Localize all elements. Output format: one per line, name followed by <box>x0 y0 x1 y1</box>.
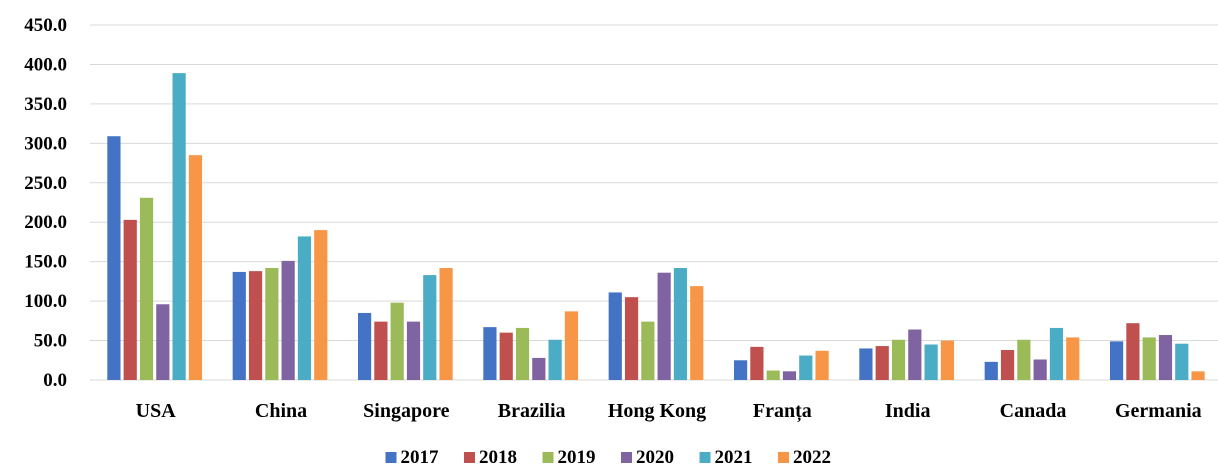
x-tick-label: USA <box>136 400 177 422</box>
bar-2022-6 <box>940 340 955 380</box>
x-tick-label: Singapore <box>363 400 449 422</box>
legend-item-2018: 2018 <box>464 447 517 468</box>
bar-2018-2 <box>374 321 388 380</box>
bar-2018-5 <box>750 346 764 380</box>
bar-2019-6 <box>891 339 906 380</box>
bar-2018-3 <box>499 332 513 380</box>
bar-2019-7 <box>1017 339 1031 380</box>
x-tick-label: China <box>255 400 307 422</box>
y-tick-label: 400.0 <box>24 54 67 75</box>
y-tick-label: 350.0 <box>24 94 67 115</box>
legend-label: 2017 <box>401 447 440 468</box>
legend-item-2020: 2020 <box>621 447 674 468</box>
y-tick-label: 300.0 <box>24 133 67 154</box>
legend-swatch <box>699 452 711 463</box>
legend-label: 2021 <box>715 447 753 468</box>
bar-2022-3 <box>564 311 579 380</box>
bar-2019-1 <box>265 267 279 380</box>
bar-2018-1 <box>248 271 263 380</box>
legend-item-2017: 2017 <box>385 447 440 468</box>
bar-2017-7 <box>984 361 998 380</box>
y-axis: 0.0 50.0 100.0 150.0 200.0 250.0 300.0 350.0 400… <box>24 15 67 391</box>
x-tick-label: Franța <box>753 400 812 423</box>
bar-2017-6 <box>859 348 873 380</box>
bar-2018-7 <box>1000 350 1015 380</box>
bar-2017-4 <box>608 292 622 380</box>
bar-2022-7 <box>1066 337 1080 380</box>
bar-2020-0 <box>156 304 170 380</box>
bar-2019-3 <box>515 327 530 380</box>
bar-2021-0 <box>172 73 186 380</box>
bar-2019-0 <box>139 197 154 380</box>
legend-swatch <box>385 452 397 463</box>
bar-2020-6 <box>908 329 922 380</box>
bar-2021-2 <box>423 275 437 380</box>
legend-item-2021: 2021 <box>699 447 753 468</box>
legend-item-2019: 2019 <box>542 447 596 468</box>
bar-2021-3 <box>548 339 562 380</box>
legend-swatch <box>778 452 789 463</box>
bars <box>107 73 1205 380</box>
y-tick-label: 450.0 <box>24 15 67 36</box>
bar-2020-2 <box>406 321 421 380</box>
bar-2022-8 <box>1191 371 1205 380</box>
bar-2018-0 <box>123 219 137 380</box>
bar-2020-7 <box>1033 359 1047 380</box>
x-tick-label: India <box>885 400 931 422</box>
bar-2022-5 <box>815 350 829 380</box>
legend-swatch <box>542 452 554 463</box>
bar-2022-4 <box>690 286 704 380</box>
y-tick-label: 150.0 <box>24 252 67 273</box>
bar-2020-8 <box>1158 335 1173 380</box>
bar-2020-3 <box>532 357 546 380</box>
y-tick-label: 100.0 <box>24 291 67 312</box>
bar-2021-6 <box>924 344 938 380</box>
y-tick-label: 250.0 <box>24 173 67 194</box>
bar-2017-3 <box>483 327 497 380</box>
legend-label: 2018 <box>479 447 517 468</box>
legend: 2017 2018 2019 2020 2021 2022 <box>385 447 831 468</box>
bar-2021-7 <box>1049 327 1064 380</box>
legend-item-2022: 2022 <box>778 447 831 468</box>
bar-2019-2 <box>390 302 404 380</box>
bar-2017-1 <box>232 271 246 380</box>
legend-swatch <box>464 452 475 463</box>
y-tick-label: 200.0 <box>24 212 67 233</box>
bar-2017-5 <box>733 360 748 380</box>
bar-2022-2 <box>439 267 453 380</box>
bar-2022-1 <box>314 230 328 380</box>
bar-2017-0 <box>107 136 121 380</box>
bar-2018-6 <box>875 346 889 380</box>
y-tick-label: 50.0 <box>34 331 67 352</box>
y-tick-label: 0.0 <box>43 370 67 391</box>
bar-2018-8 <box>1126 323 1140 380</box>
legend-label: 2022 <box>793 447 831 468</box>
bar-2021-4 <box>673 267 688 380</box>
bar-2020-4 <box>657 272 671 380</box>
bar-2021-8 <box>1175 343 1189 380</box>
x-tick-label: Hong Kong <box>608 400 706 422</box>
bar-2019-5 <box>766 370 780 380</box>
x-tick-label: Germania <box>1115 400 1202 422</box>
bar-2020-5 <box>782 371 797 380</box>
x-tick-label: Brazilia <box>498 400 566 422</box>
bar-2017-8 <box>1109 341 1124 380</box>
bar-2019-8 <box>1142 337 1156 380</box>
bar-2017-2 <box>357 312 372 380</box>
bar-2018-4 <box>624 297 639 380</box>
bar-2022-0 <box>188 155 203 380</box>
x-tick-label: Canada <box>1000 400 1067 422</box>
bar-2019-4 <box>641 321 655 380</box>
bar-2020-1 <box>281 260 295 380</box>
legend-label: 2019 <box>558 447 596 468</box>
x-axis: USA China Singapore Brazilia Hong Kong Franța… <box>136 400 1202 423</box>
legend-swatch <box>621 452 632 463</box>
legend-label: 2020 <box>636 447 674 468</box>
bar-2021-1 <box>297 236 312 380</box>
bar-2021-5 <box>799 355 813 380</box>
